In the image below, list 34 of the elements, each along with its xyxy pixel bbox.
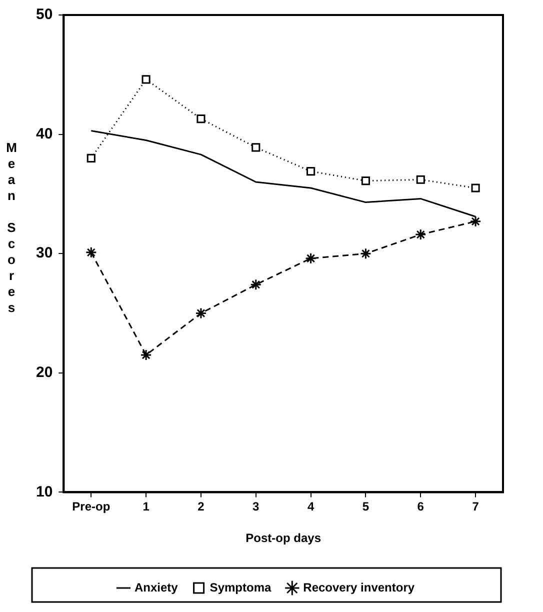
x-tick-label: 7 bbox=[472, 500, 480, 514]
point bbox=[250, 278, 262, 290]
legend-label: Symptoma bbox=[210, 580, 272, 594]
x-tick-label: 1 bbox=[142, 500, 150, 514]
y-axis-title: Mean Scores bbox=[4, 140, 19, 316]
point bbox=[305, 252, 317, 264]
legend-label: Anxiety bbox=[134, 580, 178, 594]
point bbox=[140, 349, 152, 361]
y-tick-label: 10 bbox=[36, 483, 53, 500]
point bbox=[360, 248, 372, 260]
x-tick-label: Pre-op bbox=[72, 500, 110, 514]
legend-label: Recovery inventory bbox=[303, 580, 415, 594]
point bbox=[195, 308, 207, 319]
x-tick-label: 6 bbox=[417, 500, 424, 514]
y-tick-label: 40 bbox=[36, 125, 53, 142]
x-tick-label: 3 bbox=[252, 500, 260, 514]
point bbox=[416, 175, 425, 184]
point bbox=[471, 184, 480, 192]
x-axis-title: Post-op days bbox=[246, 531, 322, 546]
point bbox=[196, 114, 206, 124]
point bbox=[306, 167, 316, 176]
point bbox=[85, 246, 97, 258]
point bbox=[470, 216, 482, 228]
x-tick-label: 5 bbox=[362, 500, 370, 514]
point bbox=[86, 154, 96, 162]
x-tick-label: 2 bbox=[198, 500, 205, 514]
point bbox=[361, 176, 370, 186]
point bbox=[142, 75, 150, 84]
x-tick-label: 4 bbox=[307, 500, 314, 514]
point bbox=[414, 228, 426, 240]
y-tick-label: 20 bbox=[36, 364, 53, 382]
y-tick-label: 30 bbox=[36, 244, 53, 262]
y-tick-label: 50 bbox=[36, 6, 53, 24]
point bbox=[252, 143, 260, 152]
